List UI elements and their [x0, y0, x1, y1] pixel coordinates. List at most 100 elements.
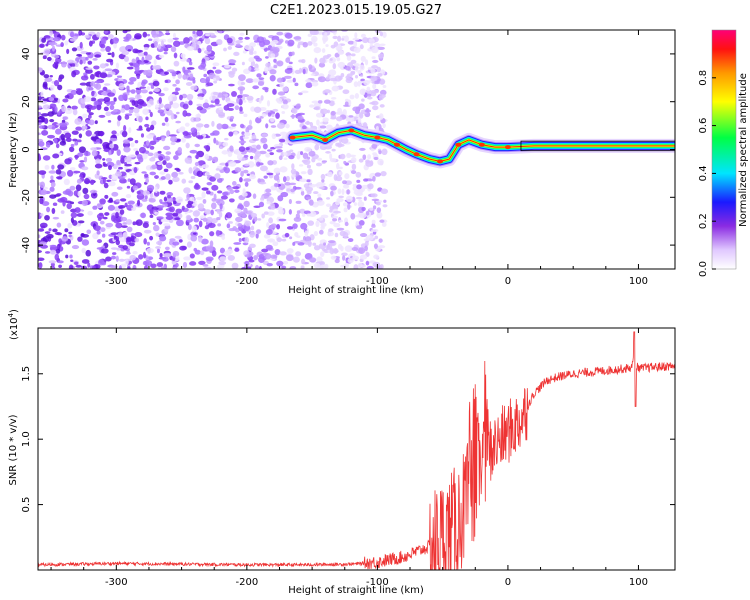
- noise-speck: [229, 115, 235, 120]
- noise-speck: [146, 134, 154, 139]
- noise-speck: [272, 241, 279, 247]
- noise-speck: [228, 70, 236, 75]
- noise-speck: [379, 89, 387, 96]
- noise-speck: [70, 143, 75, 148]
- noise-speck: [305, 82, 313, 89]
- noise-speck: [186, 193, 190, 201]
- noise-speck: [316, 256, 323, 263]
- noise-speck: [65, 254, 69, 259]
- noise-speck: [356, 184, 362, 190]
- noise-speck: [284, 75, 292, 80]
- noise-speck: [276, 60, 284, 67]
- noise-speck: [61, 236, 69, 242]
- noise-speck: [58, 238, 62, 244]
- noise-speck: [104, 148, 110, 153]
- noise-speck: [64, 107, 73, 115]
- noise-speck: [232, 226, 237, 231]
- noise-speck: [195, 135, 204, 139]
- noise-speck: [269, 202, 275, 208]
- noise-speck: [87, 114, 92, 119]
- noise-speck: [272, 47, 280, 53]
- noise-speck: [303, 210, 311, 215]
- noise-speck: [49, 249, 57, 255]
- noise-speck: [172, 40, 181, 47]
- noise-speck: [85, 67, 93, 71]
- noise-speck: [181, 137, 186, 143]
- noise-speck: [221, 95, 226, 101]
- noise-speck: [105, 111, 112, 117]
- noise-speck: [44, 50, 51, 54]
- noise-speck: [241, 191, 248, 197]
- noise-speck: [262, 39, 271, 46]
- noise-speck: [52, 37, 61, 42]
- noise-speck: [48, 228, 52, 232]
- noise-speck: [152, 80, 160, 87]
- noise-speck: [327, 231, 335, 237]
- noise-speck: [209, 231, 215, 237]
- noise-speck: [83, 156, 88, 163]
- noise-speck: [130, 89, 136, 94]
- noise-speck: [330, 185, 337, 191]
- noise-speck: [50, 175, 54, 180]
- noise-speck: [96, 170, 100, 176]
- noise-speck: [382, 84, 387, 89]
- noise-speck: [110, 255, 117, 260]
- noise-speck: [82, 58, 86, 65]
- noise-speck: [304, 146, 312, 153]
- noise-speck: [273, 167, 281, 174]
- noise-speck: [267, 112, 272, 117]
- noise-speck: [347, 203, 351, 210]
- noise-speck: [232, 181, 237, 186]
- noise-speck: [269, 74, 276, 82]
- figure-title: C2E1.2023.015.19.05.G27: [270, 3, 442, 18]
- noise-speck: [343, 207, 348, 213]
- noise-speck: [336, 162, 340, 170]
- noise-speck: [266, 262, 273, 267]
- noise-speck: [283, 152, 288, 156]
- noise-speck: [93, 225, 101, 232]
- noise-speck: [261, 113, 267, 117]
- noise-speck: [38, 141, 45, 147]
- noise-speck: [376, 211, 383, 219]
- noise-speck: [197, 203, 205, 210]
- noise-speck: [273, 58, 277, 63]
- noise-speck: [149, 192, 154, 198]
- noise-speck: [58, 76, 63, 83]
- noise-speck: [337, 43, 342, 51]
- noise-speck: [238, 146, 246, 152]
- noise-speck: [376, 66, 382, 73]
- noise-speck: [171, 102, 180, 109]
- noise-speck: [39, 222, 48, 229]
- noise-speck: [297, 44, 301, 49]
- noise-speck: [135, 219, 143, 226]
- noise-speck: [144, 259, 153, 267]
- noise-speck: [350, 53, 356, 57]
- noise-speck: [353, 46, 361, 53]
- noise-speck: [144, 123, 150, 128]
- noise-speck: [81, 247, 86, 254]
- noise-speck: [241, 266, 247, 269]
- noise-speck: [346, 55, 352, 61]
- noise-speck: [202, 217, 208, 222]
- noise-speck: [372, 81, 381, 85]
- noise-speck: [337, 50, 344, 55]
- noise-speck: [226, 186, 233, 191]
- noise-speck: [56, 222, 62, 228]
- noise-speck: [276, 77, 284, 83]
- noise-speck: [279, 82, 285, 88]
- noise-speck: [174, 217, 181, 221]
- noise-speck: [132, 62, 139, 68]
- noise-speck: [276, 237, 282, 243]
- noise-speck: [165, 212, 174, 217]
- noise-speck: [122, 245, 128, 250]
- noise-speck: [347, 238, 354, 243]
- noise-speck: [203, 145, 209, 149]
- noise-speck: [323, 242, 327, 246]
- noise-speck: [324, 32, 328, 36]
- signal-hotspot: [437, 159, 444, 164]
- noise-speck: [378, 150, 382, 155]
- spectrogram-y-label: Frequency (Hz): [8, 112, 19, 188]
- noise-speck: [48, 260, 57, 264]
- noise-speck: [153, 135, 157, 142]
- noise-speck: [86, 229, 92, 235]
